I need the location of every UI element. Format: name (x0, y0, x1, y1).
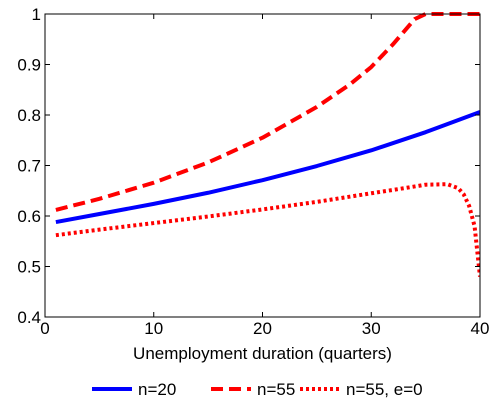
plot-area-frame (44, 13, 481, 318)
legend: n=20 n=55 n=55, e=0 (92, 380, 423, 399)
series-line-1 (55, 110, 480, 225)
y-tick-label: 1 (32, 5, 41, 24)
y-tick-label: 0.6 (17, 207, 41, 226)
y-tick-label: 0.4 (17, 308, 41, 327)
plot-lines (55, 12, 480, 277)
x-tick-label: 20 (253, 319, 272, 338)
x-tick-label: 40 (471, 319, 490, 338)
y-tick-label: 0.7 (17, 157, 41, 176)
x-tick-label: 30 (362, 319, 381, 338)
x-axis-title: Unemployment duration (quarters) (133, 344, 392, 363)
y-tick-label: 0.9 (17, 56, 41, 75)
legend-label-3: n=55, e=0 (346, 380, 423, 399)
x-tick-label: 10 (144, 319, 163, 338)
series-line-3 (55, 182, 480, 277)
y-tick-label: 0.5 (17, 258, 41, 277)
series-line-2 (55, 12, 480, 212)
x-axis: 0 10 20 30 40 (40, 14, 489, 338)
x-tick-label: 0 (40, 319, 49, 338)
legend-label-1: n=20 (138, 380, 176, 399)
legend-label-2: n=55 (257, 380, 295, 399)
y-tick-label: 0.8 (17, 106, 41, 125)
y-axis: 0.4 0.5 0.6 0.7 0.8 0.9 1 (17, 5, 480, 327)
